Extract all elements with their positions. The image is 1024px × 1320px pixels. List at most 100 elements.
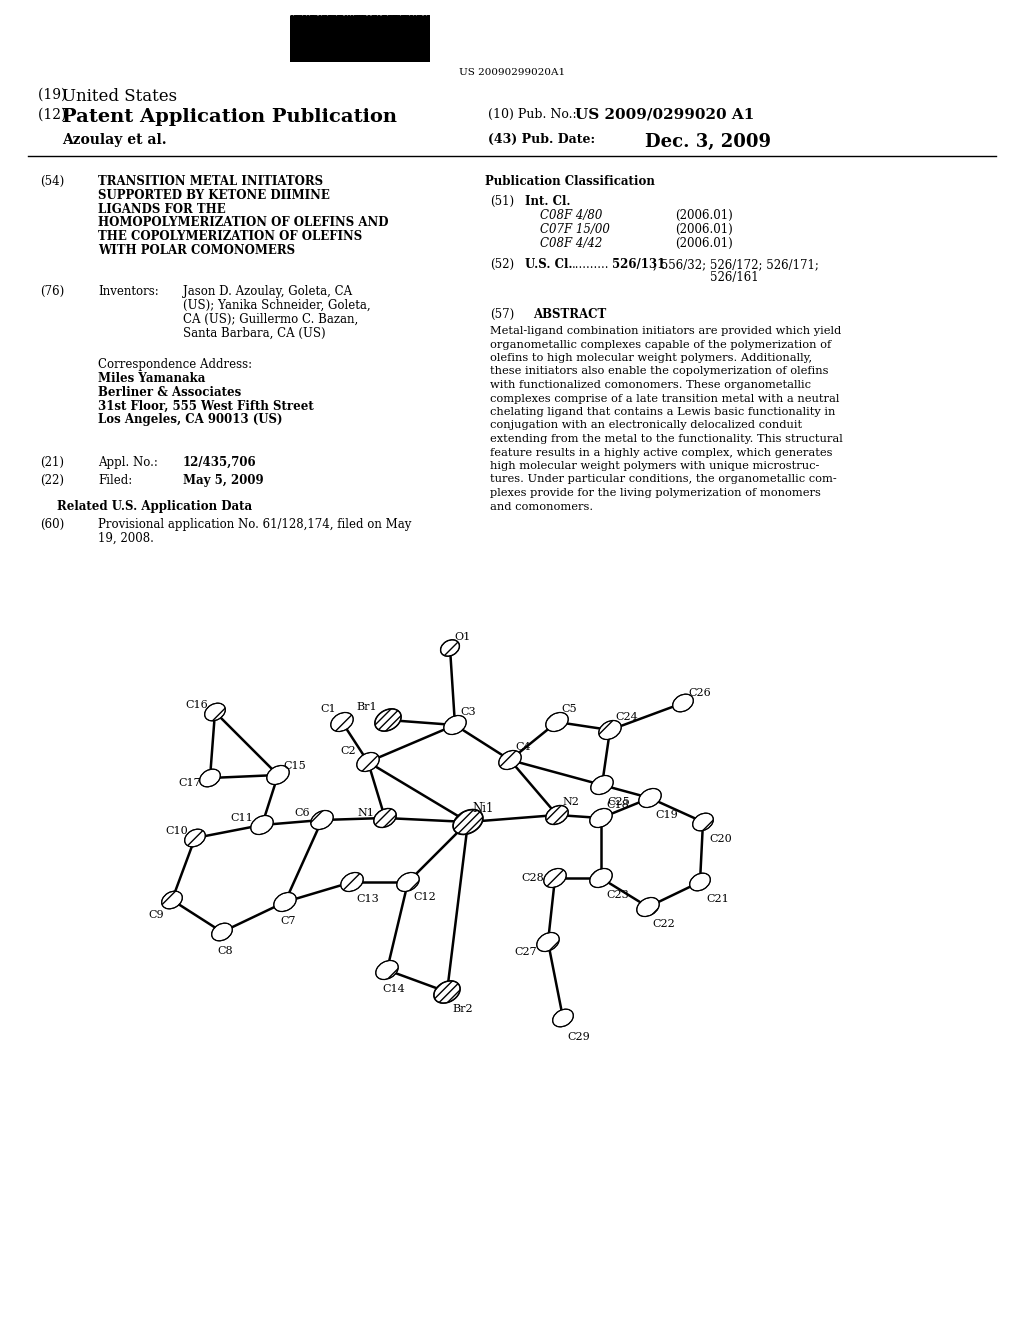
Ellipse shape	[546, 805, 568, 825]
Ellipse shape	[499, 751, 521, 770]
Text: Azoulay et al.: Azoulay et al.	[62, 133, 167, 147]
Text: C16: C16	[185, 700, 208, 710]
Text: C9: C9	[148, 909, 164, 920]
Text: (12): (12)	[38, 108, 71, 121]
Text: (19): (19)	[38, 88, 71, 102]
Text: (51): (51)	[490, 195, 514, 209]
Text: (22): (22)	[40, 474, 63, 487]
Ellipse shape	[690, 873, 711, 891]
Text: (76): (76)	[40, 285, 65, 298]
Ellipse shape	[212, 923, 232, 941]
Text: (21): (21)	[40, 455, 63, 469]
Text: C26: C26	[688, 688, 711, 698]
Text: O1: O1	[454, 632, 470, 642]
Ellipse shape	[205, 704, 225, 721]
Text: C6: C6	[294, 808, 309, 818]
Ellipse shape	[396, 873, 419, 891]
Ellipse shape	[375, 709, 401, 731]
Text: (54): (54)	[40, 176, 65, 187]
Text: 12/435,706: 12/435,706	[183, 455, 257, 469]
Text: (2006.01): (2006.01)	[675, 209, 733, 222]
Ellipse shape	[590, 809, 612, 828]
Text: C15: C15	[283, 762, 306, 771]
Text: CA (US); Guillermo C. Bazan,: CA (US); Guillermo C. Bazan,	[183, 313, 358, 326]
Text: C27: C27	[514, 946, 537, 957]
Text: ..........: ..........	[572, 257, 609, 271]
Ellipse shape	[341, 873, 364, 891]
Text: C11: C11	[230, 813, 253, 822]
Ellipse shape	[673, 694, 693, 711]
Text: C19: C19	[655, 810, 678, 820]
Text: C3: C3	[460, 708, 475, 717]
Ellipse shape	[546, 713, 568, 731]
Text: 31st Floor, 555 West Fifth Street: 31st Floor, 555 West Fifth Street	[98, 400, 313, 413]
Text: C2: C2	[340, 746, 355, 756]
Text: Los Angeles, CA 90013 (US): Los Angeles, CA 90013 (US)	[98, 413, 283, 426]
Ellipse shape	[453, 809, 483, 834]
Text: C4: C4	[515, 742, 530, 752]
Text: US 2009/0299020 A1: US 2009/0299020 A1	[575, 108, 755, 121]
Text: 526/161: 526/161	[710, 272, 759, 285]
Text: C28: C28	[521, 873, 544, 883]
Text: Ni1: Ni1	[472, 803, 494, 814]
Text: C24: C24	[615, 711, 638, 722]
Text: C10: C10	[165, 826, 187, 836]
Ellipse shape	[537, 932, 559, 952]
Text: C20: C20	[709, 834, 732, 843]
Text: feature results in a highly active complex, which generates: feature results in a highly active compl…	[490, 447, 833, 458]
Text: C07F 15/00: C07F 15/00	[540, 223, 610, 236]
Text: Correspondence Address:: Correspondence Address:	[98, 358, 252, 371]
Text: SUPPORTED BY KETONE DIIMINE: SUPPORTED BY KETONE DIIMINE	[98, 189, 330, 202]
Text: HOMOPOLYMERIZATION OF OLEFINS AND: HOMOPOLYMERIZATION OF OLEFINS AND	[98, 216, 388, 230]
Text: these initiators also enable the copolymerization of olefins: these initiators also enable the copolym…	[490, 367, 828, 376]
Text: Br1: Br1	[356, 702, 377, 711]
Ellipse shape	[200, 770, 220, 787]
Ellipse shape	[692, 813, 714, 830]
Text: (2006.01): (2006.01)	[675, 223, 733, 236]
Text: Br2: Br2	[452, 1005, 473, 1014]
Text: C22: C22	[652, 919, 675, 929]
Ellipse shape	[356, 752, 379, 771]
Ellipse shape	[162, 891, 182, 909]
Text: (60): (60)	[40, 517, 65, 531]
Text: Berliner & Associates: Berliner & Associates	[98, 385, 242, 399]
Ellipse shape	[637, 898, 659, 916]
Ellipse shape	[310, 810, 333, 829]
Text: C25: C25	[607, 797, 630, 807]
Text: Santa Barbara, CA (US): Santa Barbara, CA (US)	[183, 326, 326, 339]
Ellipse shape	[443, 715, 466, 734]
Text: C7: C7	[280, 916, 296, 927]
Text: N1: N1	[357, 808, 374, 818]
Text: C1: C1	[319, 704, 336, 714]
Text: THE COPOLYMERIZATION OF OLEFINS: THE COPOLYMERIZATION OF OLEFINS	[98, 230, 362, 243]
Text: complexes comprise of a late transition metal with a neutral: complexes comprise of a late transition …	[490, 393, 840, 404]
Text: olefins to high molecular weight polymers. Additionally,: olefins to high molecular weight polymer…	[490, 352, 812, 363]
Ellipse shape	[273, 892, 296, 912]
Text: plexes provide for the living polymerization of monomers: plexes provide for the living polymeriza…	[490, 488, 821, 498]
Ellipse shape	[331, 713, 353, 731]
Text: ABSTRACT: ABSTRACT	[534, 308, 606, 321]
Text: 19, 2008.: 19, 2008.	[98, 532, 154, 545]
Text: with functionalized comonomers. These organometallic: with functionalized comonomers. These or…	[490, 380, 811, 389]
Ellipse shape	[267, 766, 289, 784]
Text: (US); Yanika Schneider, Goleta,: (US); Yanika Schneider, Goleta,	[183, 298, 371, 312]
Ellipse shape	[590, 869, 612, 887]
Text: organometallic complexes capable of the polymerization of: organometallic complexes capable of the …	[490, 339, 831, 350]
Text: Appl. No.:: Appl. No.:	[98, 455, 158, 469]
Text: chelating ligand that contains a Lewis basic functionality in: chelating ligand that contains a Lewis b…	[490, 407, 836, 417]
Text: ; 556/32; 526/172; 526/171;: ; 556/32; 526/172; 526/171;	[653, 257, 819, 271]
Text: high molecular weight polymers with unique microstruc-: high molecular weight polymers with uniq…	[490, 461, 819, 471]
Text: Dec. 3, 2009: Dec. 3, 2009	[645, 133, 771, 150]
Text: C29: C29	[567, 1032, 590, 1041]
Text: Provisional application No. 61/128,174, filed on May: Provisional application No. 61/128,174, …	[98, 517, 412, 531]
Text: (57): (57)	[490, 308, 514, 321]
Text: C08F 4/42: C08F 4/42	[540, 238, 602, 249]
Text: tures. Under particular conditions, the organometallic com-: tures. Under particular conditions, the …	[490, 474, 837, 484]
Text: Jason D. Azoulay, Goleta, CA: Jason D. Azoulay, Goleta, CA	[183, 285, 352, 298]
Text: Int. Cl.: Int. Cl.	[525, 195, 570, 209]
Text: May 5, 2009: May 5, 2009	[183, 474, 263, 487]
Ellipse shape	[376, 961, 398, 979]
Text: and comonomers.: and comonomers.	[490, 502, 593, 511]
Text: C21: C21	[706, 894, 729, 904]
Text: United States: United States	[62, 88, 177, 106]
